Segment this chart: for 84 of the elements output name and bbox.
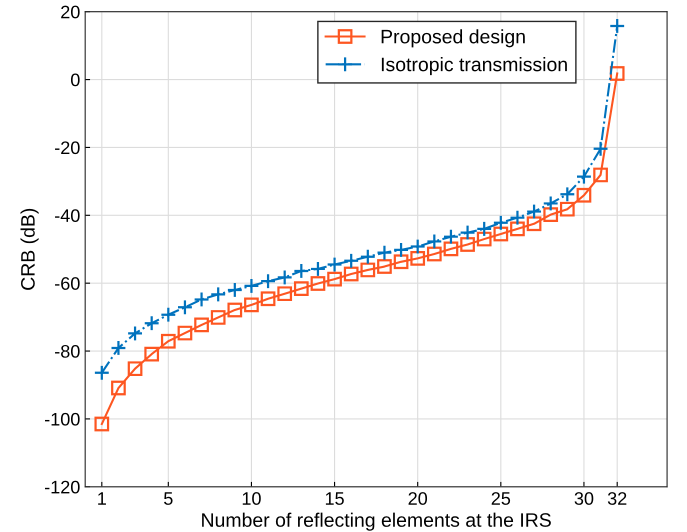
point — [111, 380, 126, 396]
point — [476, 220, 492, 237]
point — [360, 248, 376, 265]
point — [410, 238, 426, 255]
point — [376, 244, 392, 261]
point — [542, 195, 559, 212]
point — [178, 326, 192, 340]
point — [94, 416, 110, 432]
point — [460, 237, 475, 252]
point — [592, 140, 609, 157]
point — [610, 66, 625, 81]
x-axis-title: Number of reflecting elements at the IRS — [202, 512, 551, 531]
point — [560, 202, 575, 217]
point — [244, 298, 259, 312]
point — [194, 318, 209, 332]
point — [310, 260, 326, 277]
point — [144, 315, 160, 332]
point — [492, 214, 509, 231]
point — [226, 282, 243, 298]
point — [460, 224, 476, 241]
point — [194, 291, 210, 308]
point — [276, 269, 293, 286]
point — [160, 306, 176, 323]
point — [260, 273, 276, 290]
y-tick-label: -100 — [44, 412, 80, 426]
point — [526, 204, 542, 220]
point — [576, 168, 592, 185]
point — [609, 18, 626, 34]
point — [344, 266, 359, 282]
point — [243, 278, 260, 294]
point — [442, 228, 459, 245]
point — [593, 168, 608, 182]
point — [360, 262, 376, 278]
y-tick-label: 0 — [70, 74, 80, 86]
point — [576, 188, 592, 203]
x-tick-label: 20 — [408, 492, 428, 505]
point — [493, 226, 508, 242]
point — [377, 259, 392, 274]
y-tick-label: 20 — [61, 6, 80, 18]
y-tick-label: -20 — [55, 141, 80, 154]
point — [127, 325, 144, 342]
point — [394, 254, 408, 270]
point — [110, 340, 126, 356]
point — [277, 286, 292, 302]
x-tick-label: 30 — [574, 492, 594, 505]
y-tick-label: -40 — [55, 209, 80, 222]
point — [310, 276, 326, 291]
point — [343, 252, 360, 269]
x-tick-label: 1 — [98, 492, 106, 505]
x-tick-label: 25 — [492, 492, 510, 505]
point — [294, 281, 309, 296]
point — [559, 186, 576, 202]
y-axis-title: CRB (dB) — [20, 208, 39, 290]
point — [426, 246, 442, 262]
point — [510, 222, 525, 236]
y-tick-label: -60 — [55, 277, 80, 290]
point — [526, 216, 542, 232]
point — [260, 291, 276, 306]
x-tick-label: 15 — [326, 492, 344, 505]
point — [160, 334, 176, 349]
point — [476, 232, 492, 246]
point — [144, 346, 160, 362]
point — [444, 242, 458, 256]
legend-label: Isotropic transmission — [382, 57, 567, 76]
point — [509, 210, 526, 226]
point — [543, 207, 558, 222]
point — [410, 251, 426, 266]
point — [293, 262, 310, 280]
legend-label: Proposed design — [382, 29, 525, 48]
y-tick-label: -120 — [44, 480, 80, 494]
point — [426, 233, 442, 250]
point — [227, 302, 242, 318]
point — [210, 310, 226, 325]
x-tick-label: 5 — [164, 492, 173, 505]
x-tick-label: 10 — [242, 492, 261, 505]
point — [176, 299, 193, 316]
point — [326, 256, 343, 273]
point — [128, 361, 142, 376]
point — [327, 272, 342, 286]
y-tick-label: -80 — [55, 344, 80, 358]
point — [393, 242, 410, 258]
x-tick-label: 32 — [608, 492, 626, 505]
point — [210, 286, 226, 302]
point — [94, 364, 110, 381]
